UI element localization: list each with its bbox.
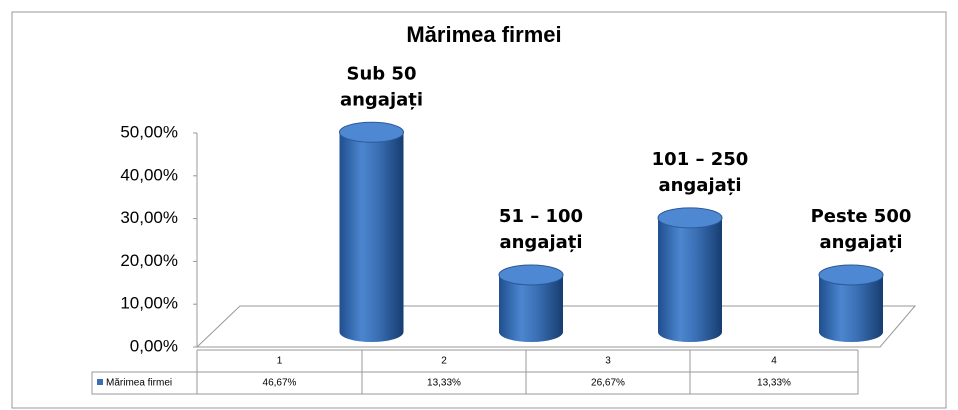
x-tick-label: 4 bbox=[771, 356, 777, 367]
x-tick-label: 2 bbox=[441, 356, 447, 367]
bar bbox=[339, 121, 404, 342]
value-label: 26,67% bbox=[591, 378, 625, 389]
bar-top bbox=[339, 121, 404, 143]
bar-body bbox=[339, 132, 404, 342]
bar bbox=[657, 207, 723, 342]
y-tick-label: 0,00% bbox=[130, 336, 178, 355]
annotation: 51 – 100 bbox=[499, 206, 583, 227]
y-tick-label: 30,00% bbox=[120, 208, 178, 227]
annotation: Peste 500 bbox=[811, 206, 912, 227]
annotation: Sub 50 bbox=[347, 63, 417, 84]
bar-body bbox=[499, 274, 563, 342]
y-tick-label: 20,00% bbox=[120, 251, 178, 270]
bar-top bbox=[657, 207, 723, 229]
bar-top bbox=[818, 264, 884, 286]
value-label: 13,33% bbox=[427, 378, 461, 389]
value-label: 46,67% bbox=[263, 378, 297, 389]
bar bbox=[818, 264, 884, 342]
annotation: angajați bbox=[340, 89, 423, 110]
y-tick-label: 40,00% bbox=[120, 165, 178, 184]
chart-title: Mărimea firmei bbox=[406, 22, 561, 47]
value-label: 13,33% bbox=[757, 378, 791, 389]
bar-body bbox=[658, 217, 722, 342]
legend-label: Mărimea firmei bbox=[106, 378, 172, 389]
annotation: angajați bbox=[499, 232, 582, 253]
bar-top bbox=[498, 264, 564, 286]
y-tick-label: 10,00% bbox=[120, 294, 178, 313]
bar bbox=[498, 264, 564, 342]
y-tick-label: 50,00% bbox=[120, 122, 178, 141]
x-tick-label: 3 bbox=[605, 356, 611, 367]
annotation: angajați bbox=[819, 232, 902, 253]
annotation: angajați bbox=[658, 175, 741, 196]
x-tick-label: 1 bbox=[277, 356, 283, 367]
bar-body bbox=[819, 274, 883, 342]
annotation: 101 – 250 bbox=[652, 149, 749, 170]
legend-swatch bbox=[97, 379, 103, 385]
